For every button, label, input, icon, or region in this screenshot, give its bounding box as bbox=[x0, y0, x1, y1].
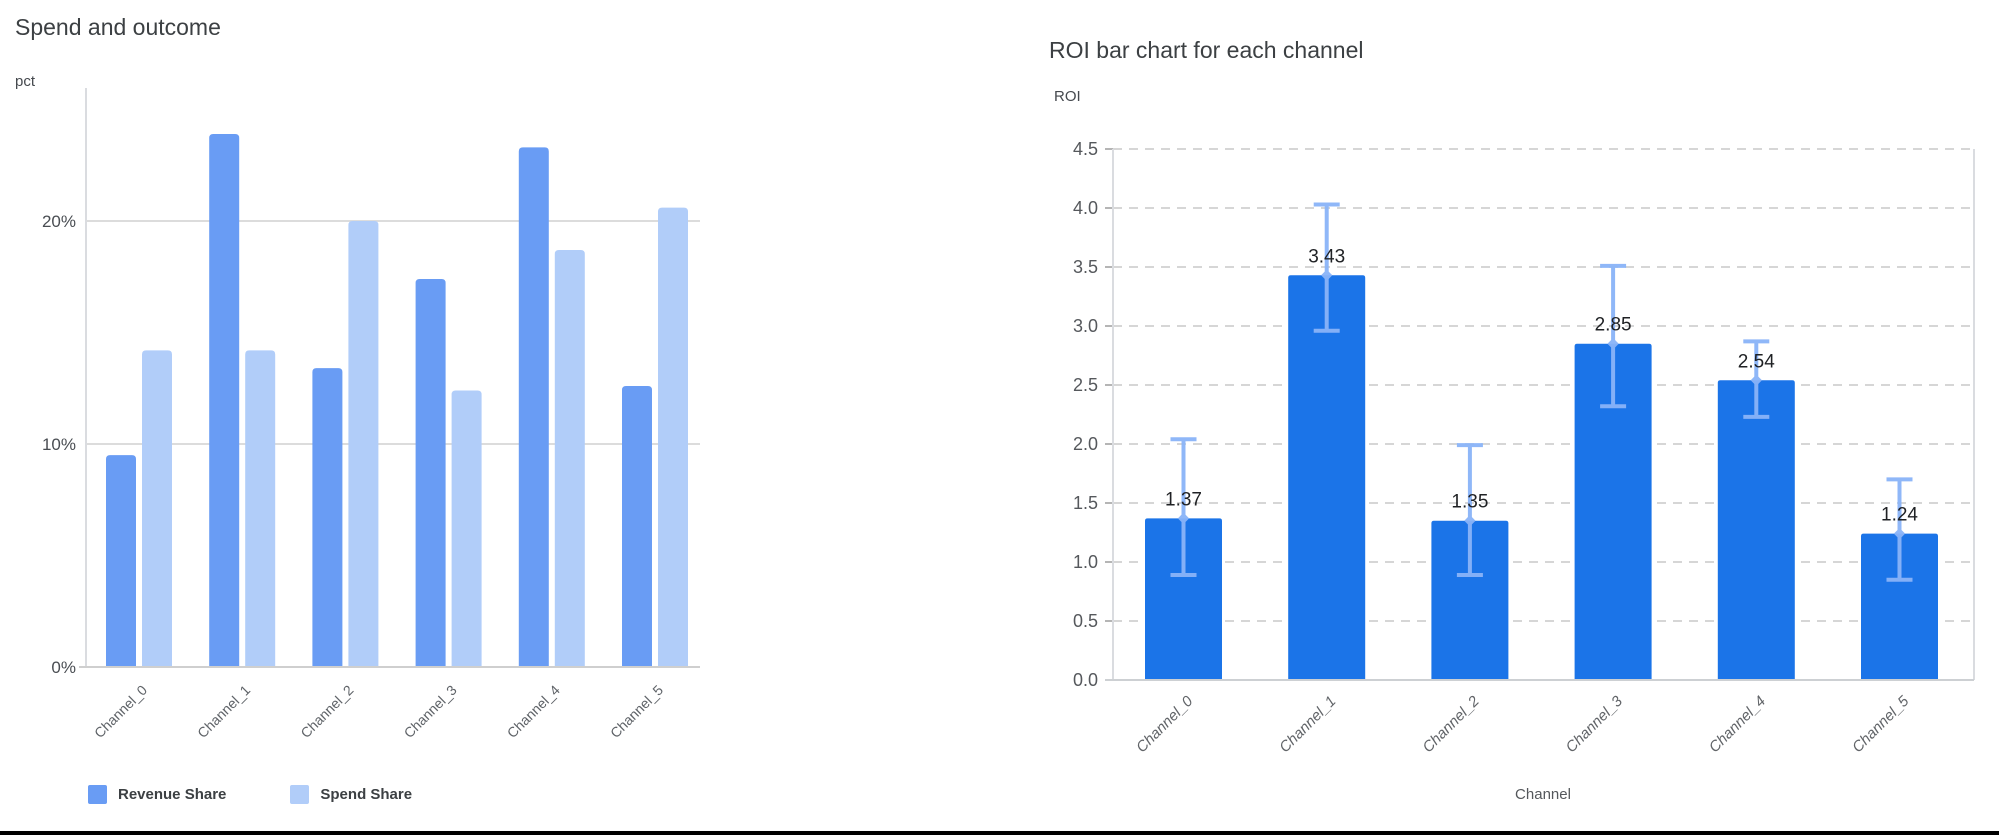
revenue-share-bar-channel_2[interactable] bbox=[312, 368, 343, 667]
roi-y-tick-label-4.0: 4.0 bbox=[1073, 198, 1098, 218]
y-tick-label-0%: 0% bbox=[51, 658, 76, 677]
spend-share-bar-channel_4[interactable] bbox=[554, 249, 585, 668]
legend-item-spend-share[interactable]: Spend Share bbox=[290, 785, 412, 804]
right-x-tick-label-channel_0: Channel_0 bbox=[1133, 692, 1197, 756]
bar-value-label-channel_1: 3.43 bbox=[1308, 246, 1345, 267]
error-bar-marker bbox=[1464, 515, 1476, 527]
bar-value-label-channel_3: 2.85 bbox=[1595, 315, 1632, 336]
left-x-tick-label-channel_1: Channel_1 bbox=[194, 682, 253, 741]
error-bar-channel_2 bbox=[1456, 443, 1483, 577]
error-bar-marker bbox=[1607, 338, 1619, 350]
y-tick-label-20%: 20% bbox=[42, 212, 76, 231]
right-x-tick-label-channel_4: Channel_4 bbox=[1706, 693, 1769, 756]
roi-y-tick-label-0.0: 0.0 bbox=[1073, 670, 1098, 690]
right-chart-y-unit: ROI bbox=[1054, 88, 1081, 105]
error-bar-marker bbox=[1321, 269, 1333, 281]
spend-share-bar-channel_0[interactable] bbox=[142, 350, 172, 667]
spend-share-legend-label: Spend Share bbox=[320, 786, 413, 803]
y-tick-label-10%: 10% bbox=[42, 435, 76, 454]
legend-item-revenue-share[interactable]: Revenue Share bbox=[88, 785, 226, 804]
roi-y-tick-label-4.5: 4.5 bbox=[1073, 139, 1098, 159]
roi-y-tick-label-0.5: 0.5 bbox=[1073, 611, 1098, 631]
revenue-share-bar-channel_3[interactable] bbox=[415, 278, 446, 667]
bar-value-label-channel_0: 1.37 bbox=[1165, 489, 1202, 510]
right-x-tick-label-channel_3: Channel_3 bbox=[1563, 692, 1627, 756]
revenue-share-legend-label: Revenue Share bbox=[118, 786, 227, 803]
error-bar-marker bbox=[1750, 374, 1762, 386]
spend-share-bar-channel_2[interactable] bbox=[348, 221, 379, 667]
spend-share-bar-channel_5[interactable] bbox=[658, 207, 688, 667]
error-bar-channel_5 bbox=[1886, 477, 1913, 582]
bar-value-label-channel_4: 2.54 bbox=[1738, 351, 1775, 372]
roi-bar-channel_4[interactable] bbox=[1717, 380, 1795, 680]
spend-share-swatch bbox=[290, 785, 310, 804]
right-chart-x-axis-title: Channel bbox=[1515, 786, 1571, 803]
right-x-tick-label-channel_2: Channel_2 bbox=[1419, 692, 1483, 756]
spend-share-bar-channel_1[interactable] bbox=[245, 350, 276, 667]
left-x-tick-label-channel_5: Channel_5 bbox=[607, 682, 666, 741]
bottom-border bbox=[0, 831, 1999, 835]
error-bar-channel_1 bbox=[1313, 202, 1340, 333]
roi-y-tick-label-1.5: 1.5 bbox=[1073, 493, 1098, 513]
error-bar-channel_0 bbox=[1170, 437, 1197, 577]
roi-bar-channel_0[interactable] bbox=[1145, 518, 1222, 680]
revenue-share-swatch bbox=[88, 785, 107, 804]
revenue-share-bar-channel_0[interactable] bbox=[106, 455, 136, 667]
left-x-tick-label-channel_2: Channel_2 bbox=[297, 682, 356, 741]
left-chart-title: Spend and outcome bbox=[15, 14, 221, 40]
error-bar-channel_3 bbox=[1600, 263, 1627, 409]
roi-y-tick-label-2.0: 2.0 bbox=[1073, 434, 1098, 454]
error-bar-channel_4 bbox=[1743, 339, 1770, 419]
right-x-tick-label-channel_5: Channel_5 bbox=[1849, 692, 1913, 756]
roi-y-tick-label-3.0: 3.0 bbox=[1073, 316, 1098, 336]
left-chart-legend: Revenue Share Spend Share bbox=[88, 785, 412, 804]
left-x-tick-label-channel_3: Channel_3 bbox=[401, 682, 460, 741]
roi-bar-channel_5[interactable] bbox=[1861, 533, 1938, 680]
bar-value-label-channel_2: 1.35 bbox=[1451, 492, 1488, 513]
roi-bar-channel_2[interactable] bbox=[1431, 520, 1509, 680]
left-x-tick-label-channel_4: Channel_4 bbox=[504, 682, 563, 741]
revenue-share-bar-channel_5[interactable] bbox=[622, 386, 652, 667]
revenue-share-bar-channel_1[interactable] bbox=[209, 134, 240, 667]
roi-y-tick-label-2.5: 2.5 bbox=[1073, 375, 1098, 395]
error-bar-marker bbox=[1177, 512, 1190, 524]
right-x-tick-label-channel_1: Channel_1 bbox=[1276, 693, 1339, 756]
roi-bar-channel_1[interactable] bbox=[1288, 275, 1366, 680]
bar-value-label-channel_5: 1.24 bbox=[1881, 505, 1918, 526]
right-chart-title: ROI bar chart for each channel bbox=[1049, 37, 1364, 63]
spend-share-bar-channel_3[interactable] bbox=[451, 390, 482, 667]
left-x-tick-label-channel_0: Channel_0 bbox=[91, 682, 150, 741]
revenue-share-bar-channel_4[interactable] bbox=[518, 147, 549, 667]
left-chart-y-unit: pct bbox=[15, 73, 36, 90]
roi-y-tick-label-1.0: 1.0 bbox=[1073, 552, 1098, 572]
error-bar-marker bbox=[1893, 528, 1906, 540]
roi-bar-channel_3[interactable] bbox=[1574, 343, 1652, 680]
roi-y-tick-label-3.5: 3.5 bbox=[1073, 257, 1098, 277]
